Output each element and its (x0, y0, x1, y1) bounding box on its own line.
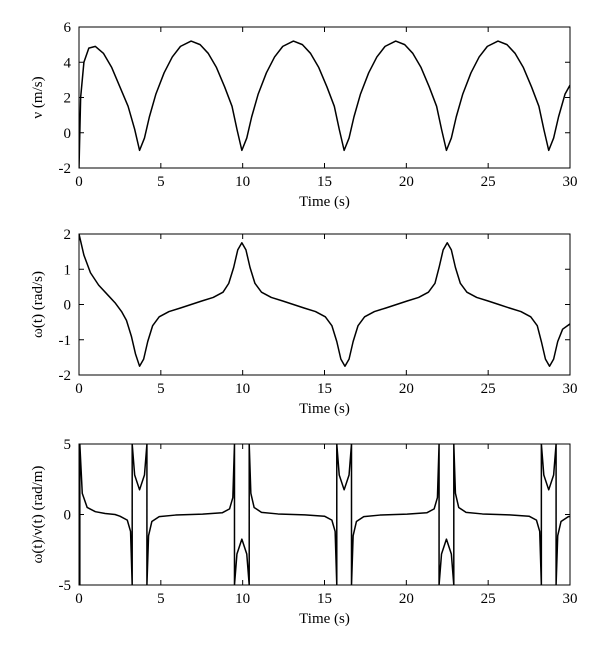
x-tick-label: 15 (317, 381, 332, 397)
x-tick-label: 15 (317, 174, 332, 190)
x-axis-label: Time (s) (299, 401, 350, 417)
data-line (79, 234, 570, 367)
y-tick-label: 2 (64, 227, 72, 243)
x-tick-label: 30 (563, 381, 578, 397)
y-tick-label: -5 (59, 578, 72, 594)
x-tick-label: 30 (563, 591, 578, 607)
x-tick-label: 25 (481, 174, 496, 190)
panel: 0 5 10 15 20 25 30 -2 -1 0 1 2 Time (s) ω(t) (rad/s) (30, 227, 578, 417)
plot-frame (78, 26, 571, 169)
x-tick-label: 10 (235, 591, 250, 607)
x-tick-label: 5 (157, 591, 165, 607)
x-tick-label: 20 (399, 381, 414, 397)
y-tick-label: 0 (64, 508, 72, 524)
y-tick-label: 6 (64, 20, 72, 36)
x-tick-label: 0 (75, 381, 83, 397)
x-tick-label: 10 (235, 381, 250, 397)
y-tick-label: 0 (64, 126, 72, 142)
x-tick-label: 30 (563, 174, 578, 190)
y-tick-label: 5 (64, 437, 72, 453)
y-tick-label: -2 (59, 161, 72, 177)
x-tick-label: 0 (75, 591, 83, 607)
y-tick-label: 1 (64, 262, 72, 278)
data-line (79, 40, 570, 168)
x-tick-label: 5 (157, 381, 165, 397)
x-tick-label: 10 (235, 174, 250, 190)
x-axis-label: Time (s) (299, 194, 350, 210)
x-tick-label: 15 (317, 591, 332, 607)
y-tick-label: -1 (59, 333, 72, 349)
y-axis-label: ω(t) (rad/s) (30, 271, 46, 338)
y-tick-label: -2 (59, 368, 72, 384)
plot-frame (78, 233, 571, 376)
y-axis-label: ω(t)/ν(t) (rad/m) (30, 466, 46, 564)
x-tick-label: 0 (75, 174, 83, 190)
y-tick-label: 0 (64, 298, 72, 314)
x-tick-label: 5 (157, 174, 165, 190)
x-tick-label: 20 (399, 591, 414, 607)
y-axis-label: ν (m/s) (30, 76, 46, 118)
y-tick-label: 4 (64, 55, 72, 71)
y-tick-label: 2 (64, 91, 72, 107)
x-tick-label: 25 (481, 381, 496, 397)
x-axis-label: Time (s) (299, 611, 350, 627)
x-tick-label: 25 (481, 591, 496, 607)
x-tick-label: 20 (399, 174, 414, 190)
data-line (79, 444, 570, 585)
